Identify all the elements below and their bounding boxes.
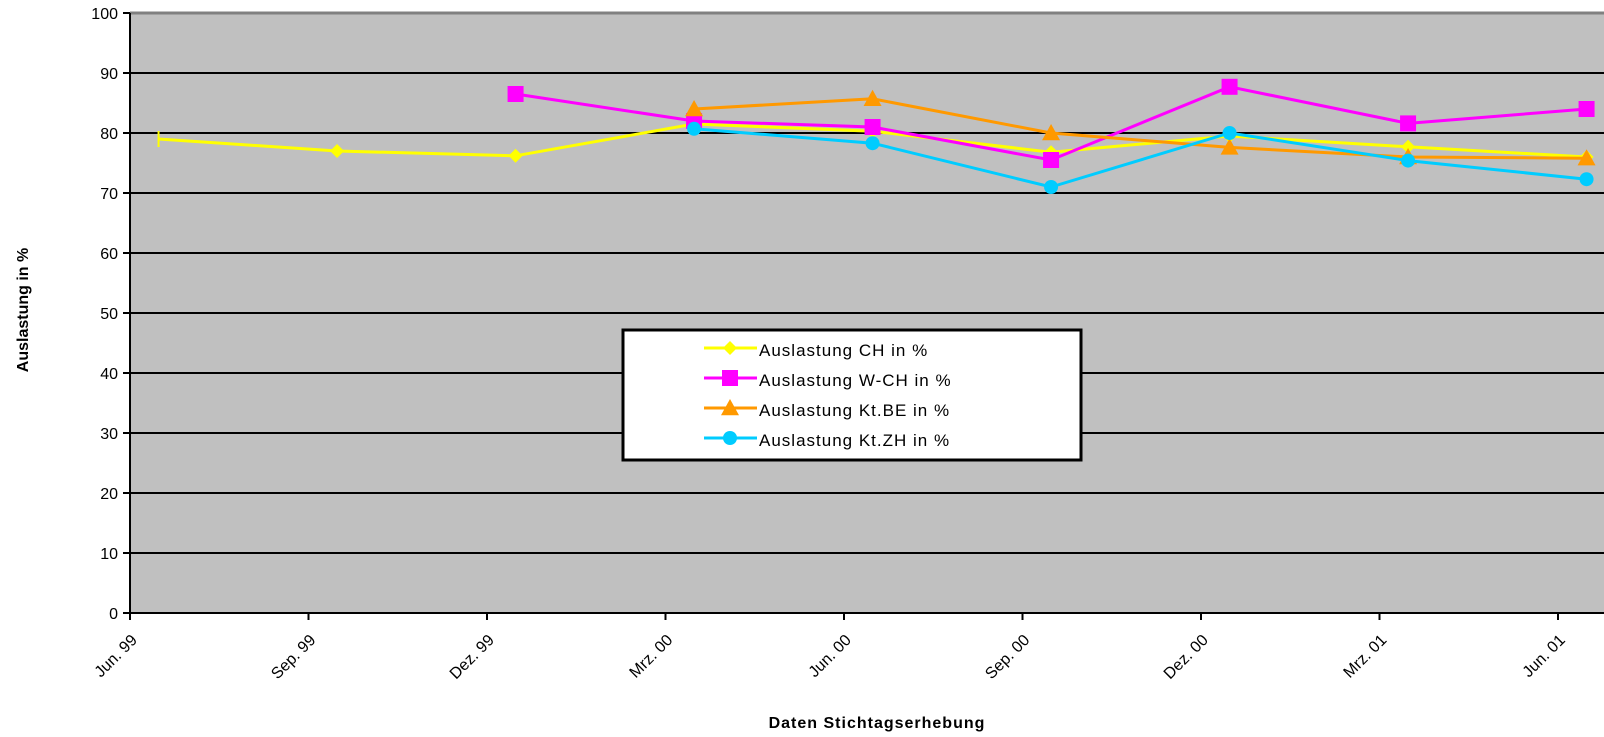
data-point — [1400, 115, 1417, 132]
y-tick-label: 100 — [91, 6, 118, 23]
legend-swatch-marker — [722, 370, 738, 386]
x-axis-ticks: Jun. 99 Sep. 99 Dez. 99 Mrz. 00 Jun. 00 Sep. … — [92, 613, 1569, 683]
data-point — [1043, 152, 1060, 168]
data-point — [1577, 149, 1596, 166]
series-layer — [157, 78, 1596, 194]
legend-swatch-marker — [723, 431, 737, 445]
y-tick-label: 30 — [100, 426, 118, 443]
legend-entry: Auslastung Kt.ZH in % — [704, 431, 950, 450]
legend-swatch-marker — [723, 341, 737, 355]
data-point — [507, 86, 524, 102]
legend: Auslastung CH in % Auslastung W-CH in % Au… — [621, 328, 1083, 462]
data-point — [1220, 138, 1239, 155]
data-point — [1579, 172, 1594, 187]
data-point — [508, 148, 523, 163]
y-axis-ticks: 0 10 20 30 40 50 60 70 80 90 100 — [91, 6, 130, 623]
data-point — [863, 89, 882, 106]
legend-label: Auslastung Kt.ZH in % — [759, 431, 950, 450]
data-point — [1222, 126, 1237, 140]
legend-swatch-marker — [721, 399, 739, 416]
data-point — [1044, 180, 1059, 194]
series-line — [693, 97, 1587, 160]
y-tick-label: 50 — [100, 306, 118, 323]
legend-entry: Auslastung Kt.BE in % — [704, 399, 950, 420]
data-point — [1578, 101, 1595, 117]
y-tick-label: 0 — [109, 606, 118, 623]
x-tick-label: Mrz. 01 — [1341, 632, 1391, 682]
data-point — [1221, 78, 1238, 95]
data-point — [687, 121, 702, 136]
data-point — [330, 144, 345, 158]
y-tick-label: 90 — [100, 66, 118, 83]
series-2 — [507, 78, 1595, 168]
x-axis-title: Daten Stichtagserhebung — [769, 715, 986, 732]
legend-label: Auslastung Kt.BE in % — [759, 401, 950, 420]
y-tick-label: 80 — [100, 126, 118, 143]
data-point — [1042, 124, 1061, 141]
x-tick-label: Dez. 00 — [1161, 632, 1212, 683]
x-tick-label: Sep. 99 — [268, 632, 319, 683]
y-axis-title: Auslastung in % — [15, 248, 32, 372]
x-tick-label: Jun. 99 — [92, 632, 141, 681]
x-tick-label: Sep. 00 — [982, 632, 1033, 683]
data-point — [1401, 153, 1416, 168]
data-point — [865, 136, 880, 151]
y-tick-label: 60 — [100, 246, 118, 263]
x-tick-label: Jun. 00 — [806, 632, 855, 681]
series-4 — [687, 121, 1594, 194]
data-point — [1401, 139, 1416, 154]
x-tick-label: Dez. 99 — [447, 632, 498, 683]
y-tick-label: 40 — [100, 366, 118, 383]
y-tick-label: 10 — [100, 546, 118, 563]
y-tick-label: 20 — [100, 486, 118, 503]
legend-label: Auslastung CH in % — [759, 341, 928, 360]
y-tick-label: 70 — [100, 186, 118, 203]
x-tick-label: Jun. 01 — [1520, 632, 1569, 681]
legend-label: Auslastung W-CH in % — [759, 371, 952, 390]
series-line — [693, 127, 1587, 189]
legend-entry: Auslastung W-CH in % — [704, 370, 952, 390]
legend-entry: Auslastung CH in % — [704, 341, 928, 360]
data-point — [864, 119, 881, 135]
legend-box — [621, 328, 1083, 462]
x-tick-label: Mrz. 00 — [627, 632, 677, 682]
data-point — [685, 100, 704, 117]
